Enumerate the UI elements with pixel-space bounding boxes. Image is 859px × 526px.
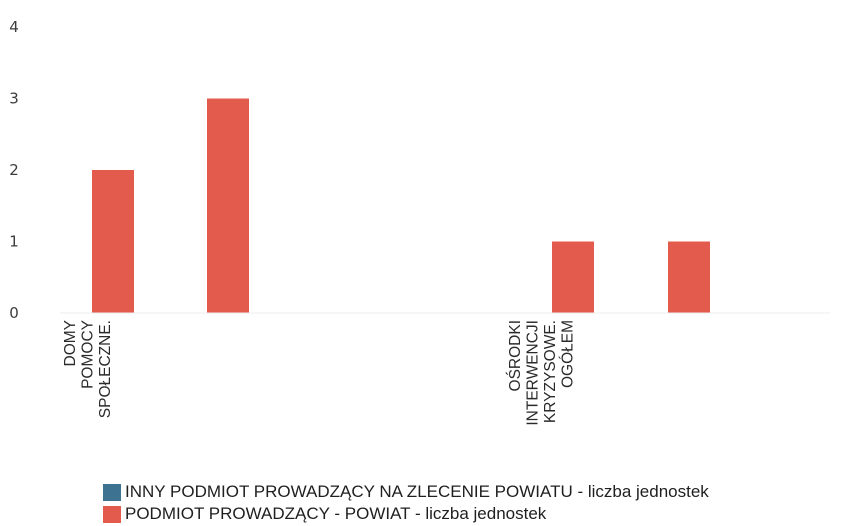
- bars: [92, 98, 710, 314]
- bar-series-1-item-0[interactable]: [92, 170, 134, 313]
- bar-series-1-item-3[interactable]: [668, 241, 710, 314]
- legend-item-inny-podmiot[interactable]: INNY PODMIOT PROWADZĄCY NA ZLECENIE POWI…: [103, 481, 709, 503]
- y-tick-label: 2: [9, 161, 19, 179]
- y-tick-label: 4: [9, 18, 19, 36]
- category-label-line: INTERWENCJI: [525, 320, 542, 426]
- y-tick-label: 0: [9, 304, 19, 322]
- legend-label-powiat: PODMIOT PROWADZĄCY - POWIAT - liczba jed…: [125, 504, 547, 523]
- bar-chart: 0 1 2 3 4 DOMY POMOCY SPOŁECZNE. OŚRODKI INTERWE…: [9, 18, 830, 426]
- category-labels: DOMY POMOCY SPOŁECZNE. OŚRODKI INTERWENCJI KR…: [62, 320, 577, 426]
- category-label-group-1: OŚRODKI INTERWENCJI KRYZYSOWE. OGÓŁEM: [506, 320, 577, 426]
- y-tick-label: 3: [9, 90, 19, 108]
- bar-series-1-item-1[interactable]: [207, 98, 249, 314]
- bar-series-1-item-2[interactable]: [552, 241, 594, 314]
- category-label-group-0: DOMY POMOCY SPOŁECZNE.: [62, 320, 114, 418]
- category-label-line: SPOŁECZNE.: [97, 320, 114, 418]
- category-label-line: DOMY: [62, 320, 79, 367]
- legend-swatch-powiat: [103, 505, 121, 523]
- legend-label-inny-podmiot: INNY PODMIOT PROWADZĄCY NA ZLECENIE POWI…: [125, 482, 709, 501]
- category-label-line: POMOCY: [80, 320, 97, 389]
- category-label-line: KRYZYSOWE.: [542, 320, 559, 423]
- legend-item-powiat[interactable]: PODMIOT PROWADZĄCY - POWIAT - liczba jed…: [103, 503, 709, 525]
- y-axis-ticks: 0 1 2 3 4: [9, 18, 19, 322]
- legend-swatch-inny-podmiot: [103, 483, 121, 501]
- category-label-line: OGÓŁEM: [560, 320, 577, 388]
- y-tick-label: 1: [9, 233, 19, 251]
- category-label-line: OŚRODKI: [506, 320, 524, 391]
- legend: INNY PODMIOT PROWADZĄCY NA ZLECENIE POWI…: [103, 481, 709, 525]
